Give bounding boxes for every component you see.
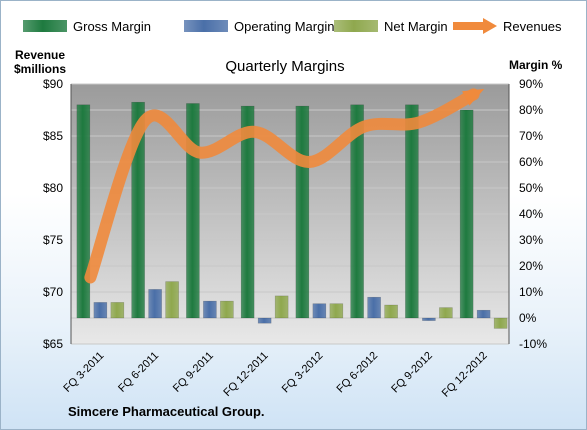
bar-net-margin — [220, 300, 234, 319]
legend-label-operating-margin: Operating Margin — [234, 19, 334, 34]
bar-gross-margin — [350, 104, 364, 319]
bar-net-margin — [439, 307, 453, 319]
x-tick-label: FQ 9-2012 — [389, 350, 435, 396]
x-tick-label: FQ 6-2012 — [335, 350, 381, 396]
x-tick-label: FQ 3-2012 — [280, 350, 326, 396]
x-tick-label: FQ 12-2011 — [221, 350, 270, 399]
bar-operating-margin — [93, 302, 108, 319]
right-tick-label: 20% — [519, 259, 543, 273]
bar-net-margin — [493, 317, 508, 329]
left-axis-title-line1: Revenue — [15, 48, 66, 62]
bar-operating-margin — [422, 317, 436, 321]
right-tick-label: 60% — [519, 155, 543, 169]
bar-net-margin — [329, 303, 344, 319]
x-tick-label: FQ 12-2012 — [440, 350, 490, 400]
left-tick-label: $65 — [43, 337, 63, 351]
left-tick-label: $90 — [43, 77, 63, 91]
bar-operating-margin — [312, 303, 327, 319]
bar-gross-margin — [131, 101, 145, 319]
right-tick-label: 80% — [519, 103, 543, 117]
right-tick-label: 70% — [519, 129, 543, 143]
revenue-arrowhead — [462, 88, 485, 106]
bar-net-margin — [384, 304, 398, 319]
legend-label-revenues: Revenues — [503, 19, 562, 34]
bar-gross-margin — [459, 109, 474, 319]
source-label: Simcere Pharmaceutical Group. — [68, 404, 265, 419]
bar-operating-margin — [148, 289, 162, 319]
x-tick-label: FQ 9-2011 — [171, 350, 216, 395]
chart-title: Quarterly Margins — [225, 58, 344, 75]
bar-net-margin — [274, 295, 289, 319]
right-tick-label: 0% — [519, 311, 537, 325]
bar-operating-margin — [203, 300, 217, 319]
left-tick-label: $85 — [43, 129, 63, 143]
legend-swatch-net-margin — [334, 20, 378, 32]
right-tick-label: 10% — [519, 285, 543, 299]
right-tick-label: -10% — [519, 337, 547, 351]
bar-gross-margin — [76, 104, 91, 319]
right-tick-label: 50% — [519, 181, 543, 195]
legend-label-gross-margin: Gross Margin — [73, 19, 151, 34]
left-axis-title-line2: $millions — [14, 62, 67, 76]
right-tick-label: 30% — [519, 233, 543, 247]
bar-operating-margin — [367, 296, 381, 319]
right-axis-title: Margin % — [509, 58, 563, 72]
left-tick-label: $80 — [43, 181, 63, 195]
right-tick-label: 40% — [519, 207, 543, 221]
legend-swatch-operating-margin — [184, 20, 228, 32]
bar-gross-margin — [405, 104, 419, 319]
bar-operating-margin — [476, 309, 491, 319]
bar-gross-margin — [295, 105, 310, 319]
bar-operating-margin — [257, 317, 272, 324]
bar-net-margin — [110, 302, 125, 319]
bar-gross-margin — [240, 105, 255, 319]
legend-arrow-revenues — [483, 18, 497, 34]
x-tick-label: FQ 3-2011 — [61, 350, 106, 395]
left-tick-label: $75 — [43, 233, 63, 247]
legend-swatch-gross-margin — [23, 20, 67, 32]
left-tick-label: $70 — [43, 285, 63, 299]
revenue-line — [84, 88, 480, 284]
right-tick-label: 90% — [519, 77, 543, 91]
bar-gross-margin — [186, 103, 200, 319]
x-tick-label: FQ 6-2011 — [116, 350, 161, 395]
bar-net-margin — [165, 281, 179, 319]
legend-label-net-margin: Net Margin — [384, 19, 448, 34]
